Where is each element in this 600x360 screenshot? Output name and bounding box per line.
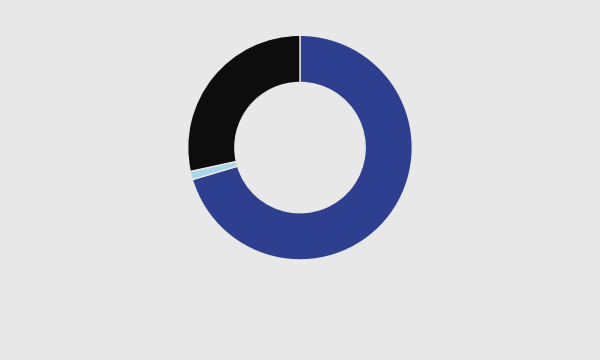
Wedge shape [188, 35, 300, 171]
Wedge shape [190, 161, 238, 180]
Wedge shape [193, 35, 412, 260]
